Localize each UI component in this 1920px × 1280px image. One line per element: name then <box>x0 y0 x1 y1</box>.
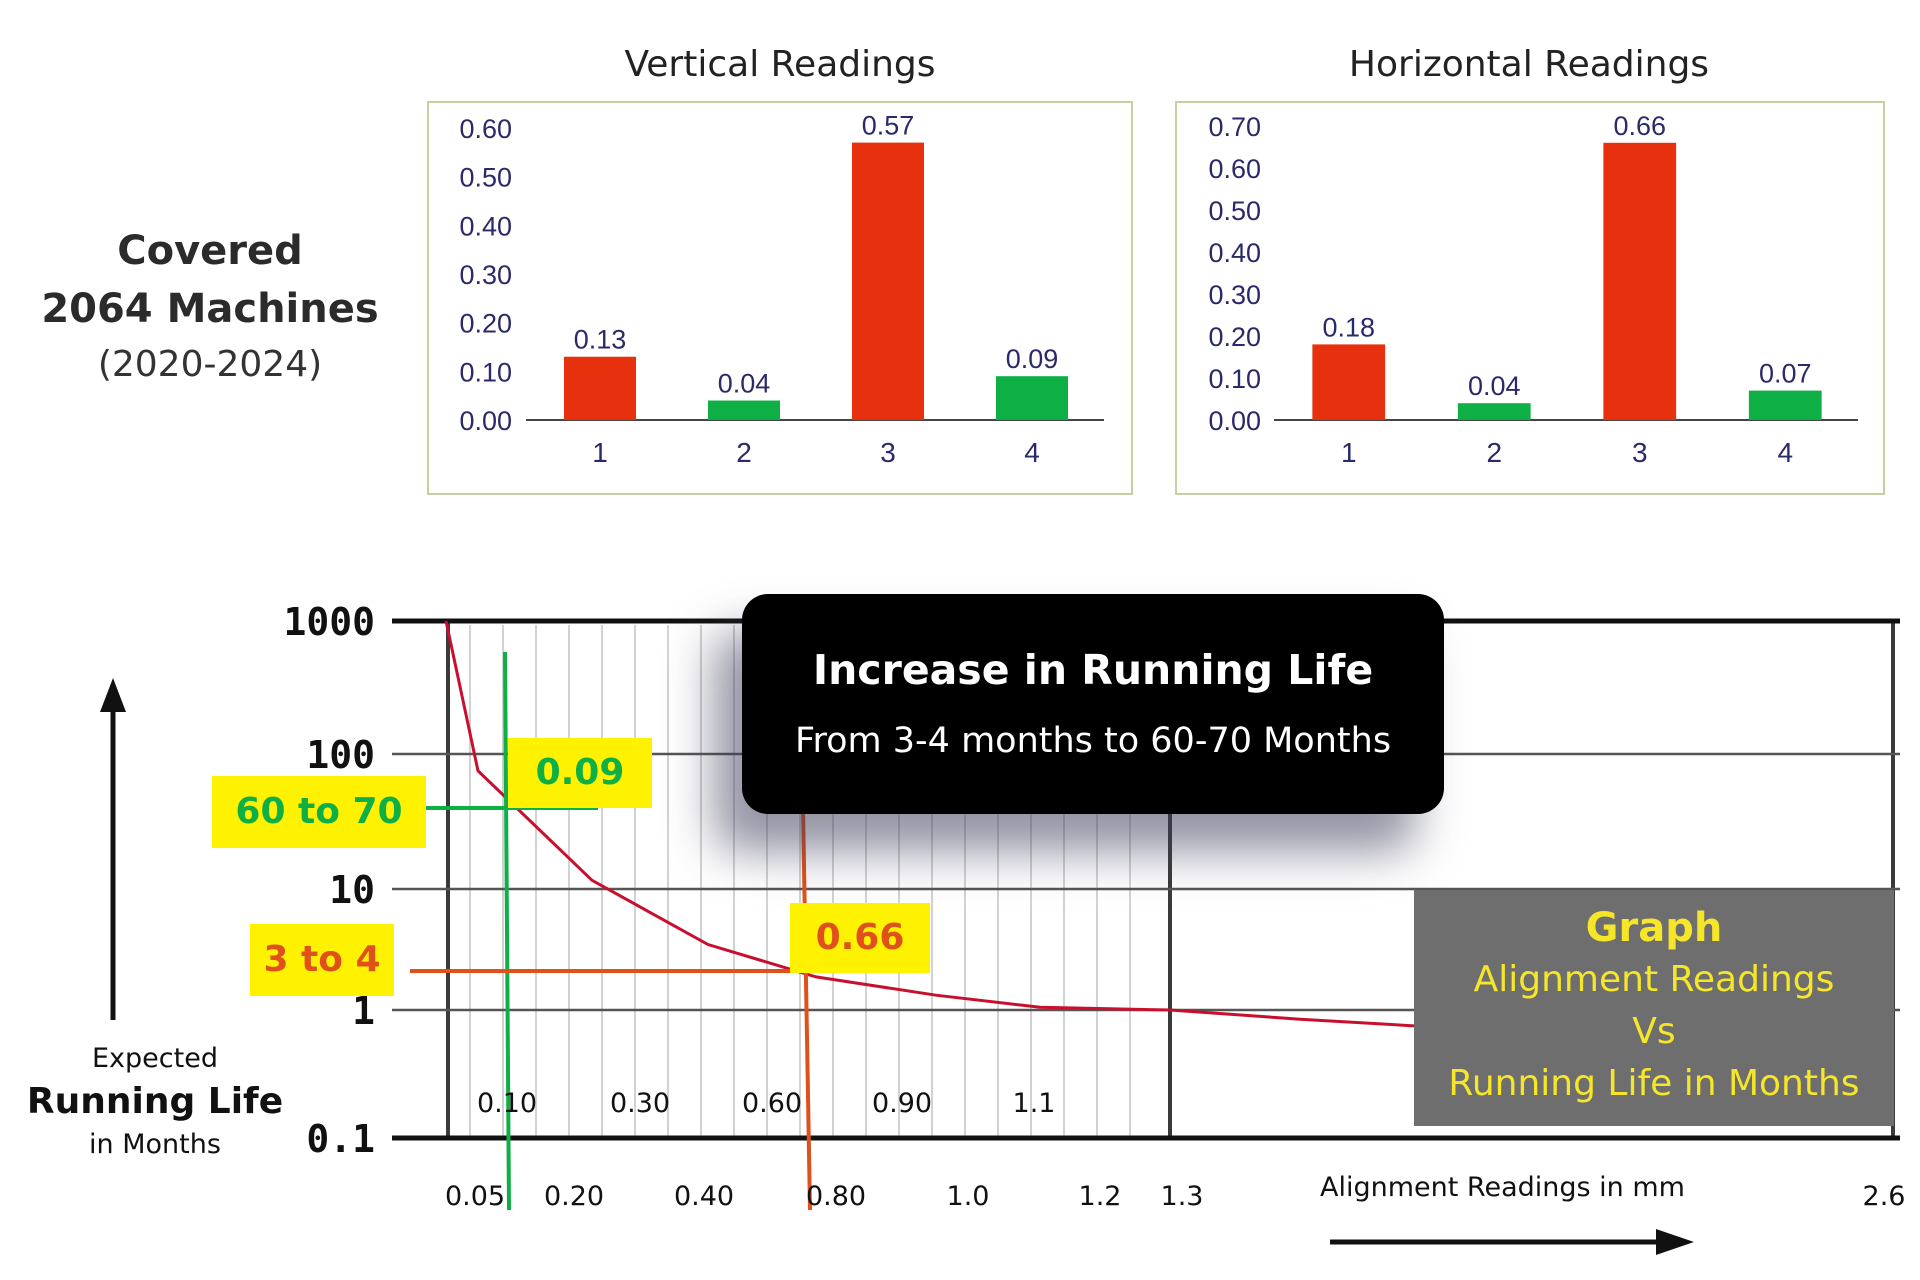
vertical-bar-1 <box>564 356 636 420</box>
horizontal-chart-title: Horizontal Readings <box>1349 44 1709 85</box>
horizontal-x-tick-label: 3 <box>1632 437 1648 468</box>
running-life-callout: Increase in Running Life From 3-4 months… <box>742 594 1444 814</box>
horizontal-y-tick-label: 0.30 <box>1208 280 1261 310</box>
horizontal-bar-value-label: 0.66 <box>1613 111 1666 141</box>
callout-subtitle: From 3-4 months to 60-70 Months <box>794 721 1392 761</box>
graph-x-tick-lower-label: 2.6 <box>1863 1181 1906 1212</box>
vertical-bar-value-label: 0.57 <box>862 111 915 141</box>
graph-y-tick-label: 0.1 <box>306 1117 375 1161</box>
horizontal-bar-value-label: 0.18 <box>1322 312 1375 342</box>
graph-x-tick-lower-label: 1.3 <box>1161 1181 1204 1212</box>
graph-x-tick-upper-label: 0.30 <box>610 1088 670 1119</box>
graph-x-tick-upper-label: 1.1 <box>1013 1088 1056 1119</box>
graph-x-tick-upper-label: 0.10 <box>477 1088 537 1119</box>
y-axis-arrow-head <box>100 678 126 712</box>
vertical-bar-4 <box>996 376 1068 420</box>
coverage-summary: Covered 2064 Machines (2020-2024) <box>30 222 390 392</box>
graph-x-tick-upper-label: 0.60 <box>742 1088 802 1119</box>
graph-box-title: Graph <box>1585 905 1723 951</box>
graph-x-tick-lower-label: 0.40 <box>674 1181 734 1212</box>
running-life-curve <box>444 620 1421 1028</box>
x-axis-label: Alignment Readings in mm <box>1320 1172 1685 1203</box>
vertical-y-tick-label: 0.00 <box>459 406 512 436</box>
good-reading-vertical-line <box>503 651 511 1211</box>
graph-legend-box: Graph Alignment Readings Vs Running Life… <box>1414 890 1894 1126</box>
graph-y-tick-label: 10 <box>329 868 375 912</box>
vertical-bar-2 <box>708 400 780 420</box>
graph-x-tick-upper-label: 0.90 <box>872 1088 932 1119</box>
y-axis-label: Expected Running Life in Months <box>20 1040 290 1164</box>
horizontal-bar-4 <box>1748 390 1822 420</box>
graph-x-tick-lower-label: 1.0 <box>947 1181 990 1212</box>
vertical-chart-frame <box>427 101 1133 495</box>
reading-tag-bad: 0.66 <box>790 903 930 973</box>
graph-y-tick-label: 1000 <box>283 600 375 644</box>
y-axis-label-line1: Expected <box>92 1043 218 1074</box>
x-axis-arrow-head <box>1656 1229 1694 1255</box>
vertical-bar-3 <box>852 142 924 420</box>
coverage-title: Covered <box>117 228 303 274</box>
year-range: (2020-2024) <box>97 344 323 385</box>
graph-y-tick-label: 100 <box>306 733 375 777</box>
bad-reading-vertical-line <box>801 807 812 1211</box>
callout-title: Increase in Running Life <box>812 646 1374 694</box>
vertical-x-tick-label: 3 <box>880 437 896 468</box>
horizontal-bar-value-label: 0.07 <box>1759 359 1812 389</box>
y-axis-label-line3: in Months <box>89 1129 221 1160</box>
vertical-chart-title: Vertical Readings <box>624 44 935 85</box>
vertical-y-tick-label: 0.60 <box>459 114 512 144</box>
vertical-y-tick-label: 0.20 <box>459 309 512 339</box>
horizontal-bar-value-label: 0.04 <box>1468 371 1521 401</box>
graph-box-line3: Vs <box>1632 1011 1676 1052</box>
horizontal-y-tick-label: 0.40 <box>1208 238 1261 268</box>
vertical-y-tick-label: 0.50 <box>459 163 512 193</box>
horizontal-x-tick-label: 2 <box>1486 437 1502 468</box>
graph-y-tick-label: 1 <box>352 989 375 1033</box>
reading-tag-good: 0.09 <box>508 738 652 808</box>
horizontal-x-tick-label: 1 <box>1341 437 1357 468</box>
life-tag-bad: 3 to 4 <box>250 924 394 996</box>
graph-x-tick-lower-label: 1.2 <box>1079 1181 1122 1212</box>
vertical-x-tick-label: 1 <box>592 437 608 468</box>
graph-x-tick-lower-label: 0.05 <box>445 1181 505 1212</box>
horizontal-y-tick-label: 0.10 <box>1208 364 1261 394</box>
vertical-bar-value-label: 0.04 <box>718 369 771 399</box>
graph-box-line2: Alignment Readings <box>1473 959 1835 1000</box>
graph-x-tick-lower-label: 0.20 <box>544 1181 604 1212</box>
horizontal-bar-2 <box>1457 403 1531 420</box>
life-tag-good: 60 to 70 <box>212 776 426 848</box>
graph-x-tick-lower-label: 0.80 <box>806 1181 866 1212</box>
machine-count: 2064 Machines <box>41 286 379 332</box>
y-axis-label-line2: Running Life <box>26 1081 284 1122</box>
graph-box-line4: Running Life in Months <box>1448 1063 1860 1104</box>
vertical-bar-value-label: 0.09 <box>1006 344 1059 374</box>
vertical-y-tick-label: 0.30 <box>459 260 512 290</box>
horizontal-y-tick-label: 0.70 <box>1208 112 1261 142</box>
vertical-bar-value-label: 0.13 <box>574 325 627 355</box>
horizontal-y-tick-label: 0.00 <box>1208 406 1261 436</box>
vertical-x-tick-label: 4 <box>1024 437 1040 468</box>
vertical-y-tick-label: 0.40 <box>459 211 512 241</box>
horizontal-y-tick-label: 0.60 <box>1208 154 1261 184</box>
horizontal-chart-frame <box>1175 101 1885 495</box>
vertical-x-tick-label: 2 <box>736 437 752 468</box>
horizontal-bar-1 <box>1312 344 1386 420</box>
horizontal-x-tick-label: 4 <box>1777 437 1793 468</box>
horizontal-bar-3 <box>1603 142 1677 421</box>
vertical-y-tick-label: 0.10 <box>459 357 512 387</box>
horizontal-y-tick-label: 0.50 <box>1208 196 1261 226</box>
horizontal-y-tick-label: 0.20 <box>1208 322 1261 352</box>
